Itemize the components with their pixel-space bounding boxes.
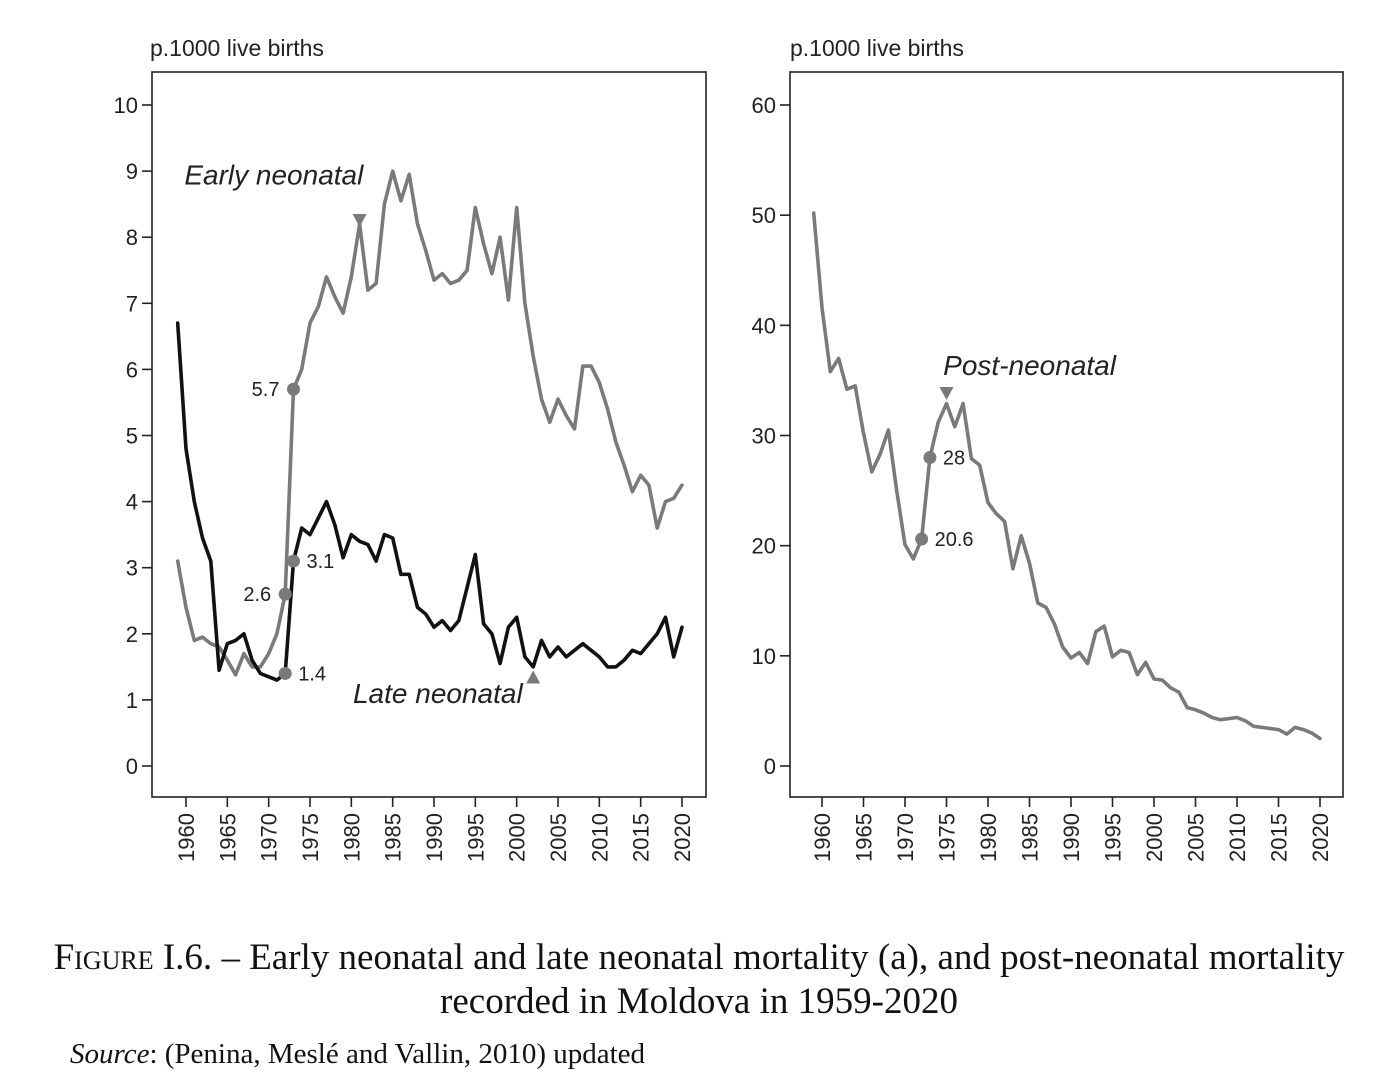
right-xtick-label: 2015: [1267, 813, 1292, 862]
left-annotation-label: 5.7: [252, 379, 280, 401]
left-ytick-label: 9: [126, 159, 138, 184]
right-ytick-label: 0: [764, 754, 776, 779]
left-xtick-label: 1985: [381, 813, 406, 862]
left-ytick-label: 4: [126, 490, 138, 515]
figure-label: Figure I.6.: [53, 937, 213, 978]
left-series-line-late-neonatal: [175, 321, 684, 682]
left-xtick-label: 2010: [587, 813, 612, 862]
right-plot-frame: [789, 71, 1344, 798]
left-ytick-label: 6: [126, 357, 138, 382]
right-xtick-label: 2000: [1142, 813, 1167, 862]
source-label: Source: [70, 1038, 150, 1070]
right-xtick-label: 1985: [1018, 813, 1043, 862]
left-ytick-label: 5: [126, 424, 138, 449]
left-ytick-label: 3: [126, 556, 138, 581]
right-xtick-label: 2020: [1308, 813, 1333, 862]
right-annotation-label: 20.6: [935, 529, 974, 551]
right-ytick-label: 20: [752, 534, 776, 559]
right-ytick-label: 30: [752, 424, 776, 449]
left-annotation-point: [286, 382, 300, 396]
right-xtick-label: 1980: [976, 813, 1001, 862]
left-axes: 0 1 2 3 4 5 6 7 8 9 10 1960 1965 1970 1975 1980 1985 1990…: [114, 93, 695, 862]
left-ytick-label: 7: [126, 291, 138, 316]
left-ytick-label: 10: [114, 93, 138, 118]
left-ytick-label: 1: [126, 688, 138, 713]
right-annotation-marks: 28 20.6 Post-neonatal: [915, 350, 1117, 551]
right-unit-label: p.1000 live births: [790, 35, 964, 61]
right-annotation-point: [923, 451, 937, 465]
left-series-lines: [175, 169, 684, 682]
left-annotation-label: 1.4: [298, 663, 326, 685]
left-xtick-label: 1960: [174, 813, 199, 862]
left-xtick-label: 1970: [257, 813, 282, 862]
left-xtick-label: 1995: [463, 813, 488, 862]
left-marker-triangle-down: [352, 213, 367, 227]
right-annotation-label: 28: [943, 448, 965, 470]
right-series-lines: [811, 211, 1322, 741]
right-xtick-label: 1990: [1059, 813, 1084, 862]
left-series-label: Late neonatal: [353, 678, 523, 709]
left-xtick-label: 2000: [505, 813, 530, 862]
right-xtick-label: 1965: [852, 813, 877, 862]
left-xtick-label: 1965: [215, 813, 240, 862]
figure-source: Source: (Penina, Meslé and Vallin, 2010)…: [70, 1038, 645, 1071]
figure-caption: Figure I.6. – Early neonatal and late ne…: [0, 936, 1398, 1024]
right-xtick-label: 1975: [935, 813, 960, 862]
caption-text: – Early neonatal and late neonatal morta…: [212, 937, 1345, 1022]
left-xtick-label: 2015: [629, 813, 654, 862]
left-annotation-point: [286, 554, 300, 568]
left-unit-label: p.1000 live births: [150, 35, 324, 61]
chart-left: p.1000 live births 0 1 2 3 4 5 6 7 8 9 10 1960 1965 1…: [114, 35, 707, 862]
chart-right: p.1000 live births 0 10 20 30 40 50 60 1960 1965…: [752, 35, 1344, 862]
left-annotation-point: [278, 666, 292, 680]
right-series-line-post-neonatal: [811, 211, 1322, 741]
right-xtick-label: 1960: [810, 813, 835, 862]
left-ytick-label: 0: [126, 754, 138, 779]
source-text: : (Penina, Meslé and Vallin, 2010) updat…: [149, 1038, 646, 1070]
left-ytick-label: 2: [126, 622, 138, 647]
right-xtick-label: 2010: [1225, 813, 1250, 862]
left-annotation-label: 3.1: [306, 551, 334, 573]
right-ytick-label: 60: [752, 93, 776, 118]
left-annotation-marks: 5.7 3.1 2.6 1.4 Early neonatal Late neonatal: [184, 159, 541, 709]
left-marker-triangle-up: [526, 670, 541, 684]
left-annotation-point: [278, 587, 292, 601]
right-xtick-label: 2005: [1184, 813, 1209, 862]
left-plot-frame: [151, 71, 707, 798]
left-annotation-label: 2.6: [243, 584, 271, 606]
right-ytick-label: 40: [752, 313, 776, 338]
right-series-label: Post-neonatal: [943, 350, 1117, 381]
left-xtick-label: 2020: [670, 813, 695, 862]
left-ytick-label: 8: [126, 225, 138, 250]
right-xtick-label: 1995: [1101, 813, 1126, 862]
left-series-label: Early neonatal: [184, 159, 364, 190]
right-axes: 0 10 20 30 40 50 60 1960 1965 1970 1975 1980 1985 199…: [752, 93, 1333, 862]
left-series-line-early-neonatal: [175, 169, 684, 677]
right-ytick-label: 50: [752, 203, 776, 228]
right-ytick-label: 10: [752, 644, 776, 669]
left-xtick-label: 2005: [546, 813, 571, 862]
left-xtick-label: 1980: [339, 813, 364, 862]
right-xtick-label: 1970: [893, 813, 918, 862]
right-marker-triangle-down: [939, 386, 954, 400]
left-xtick-label: 1975: [298, 813, 323, 862]
right-annotation-point: [915, 532, 929, 546]
left-xtick-label: 1990: [422, 813, 447, 862]
